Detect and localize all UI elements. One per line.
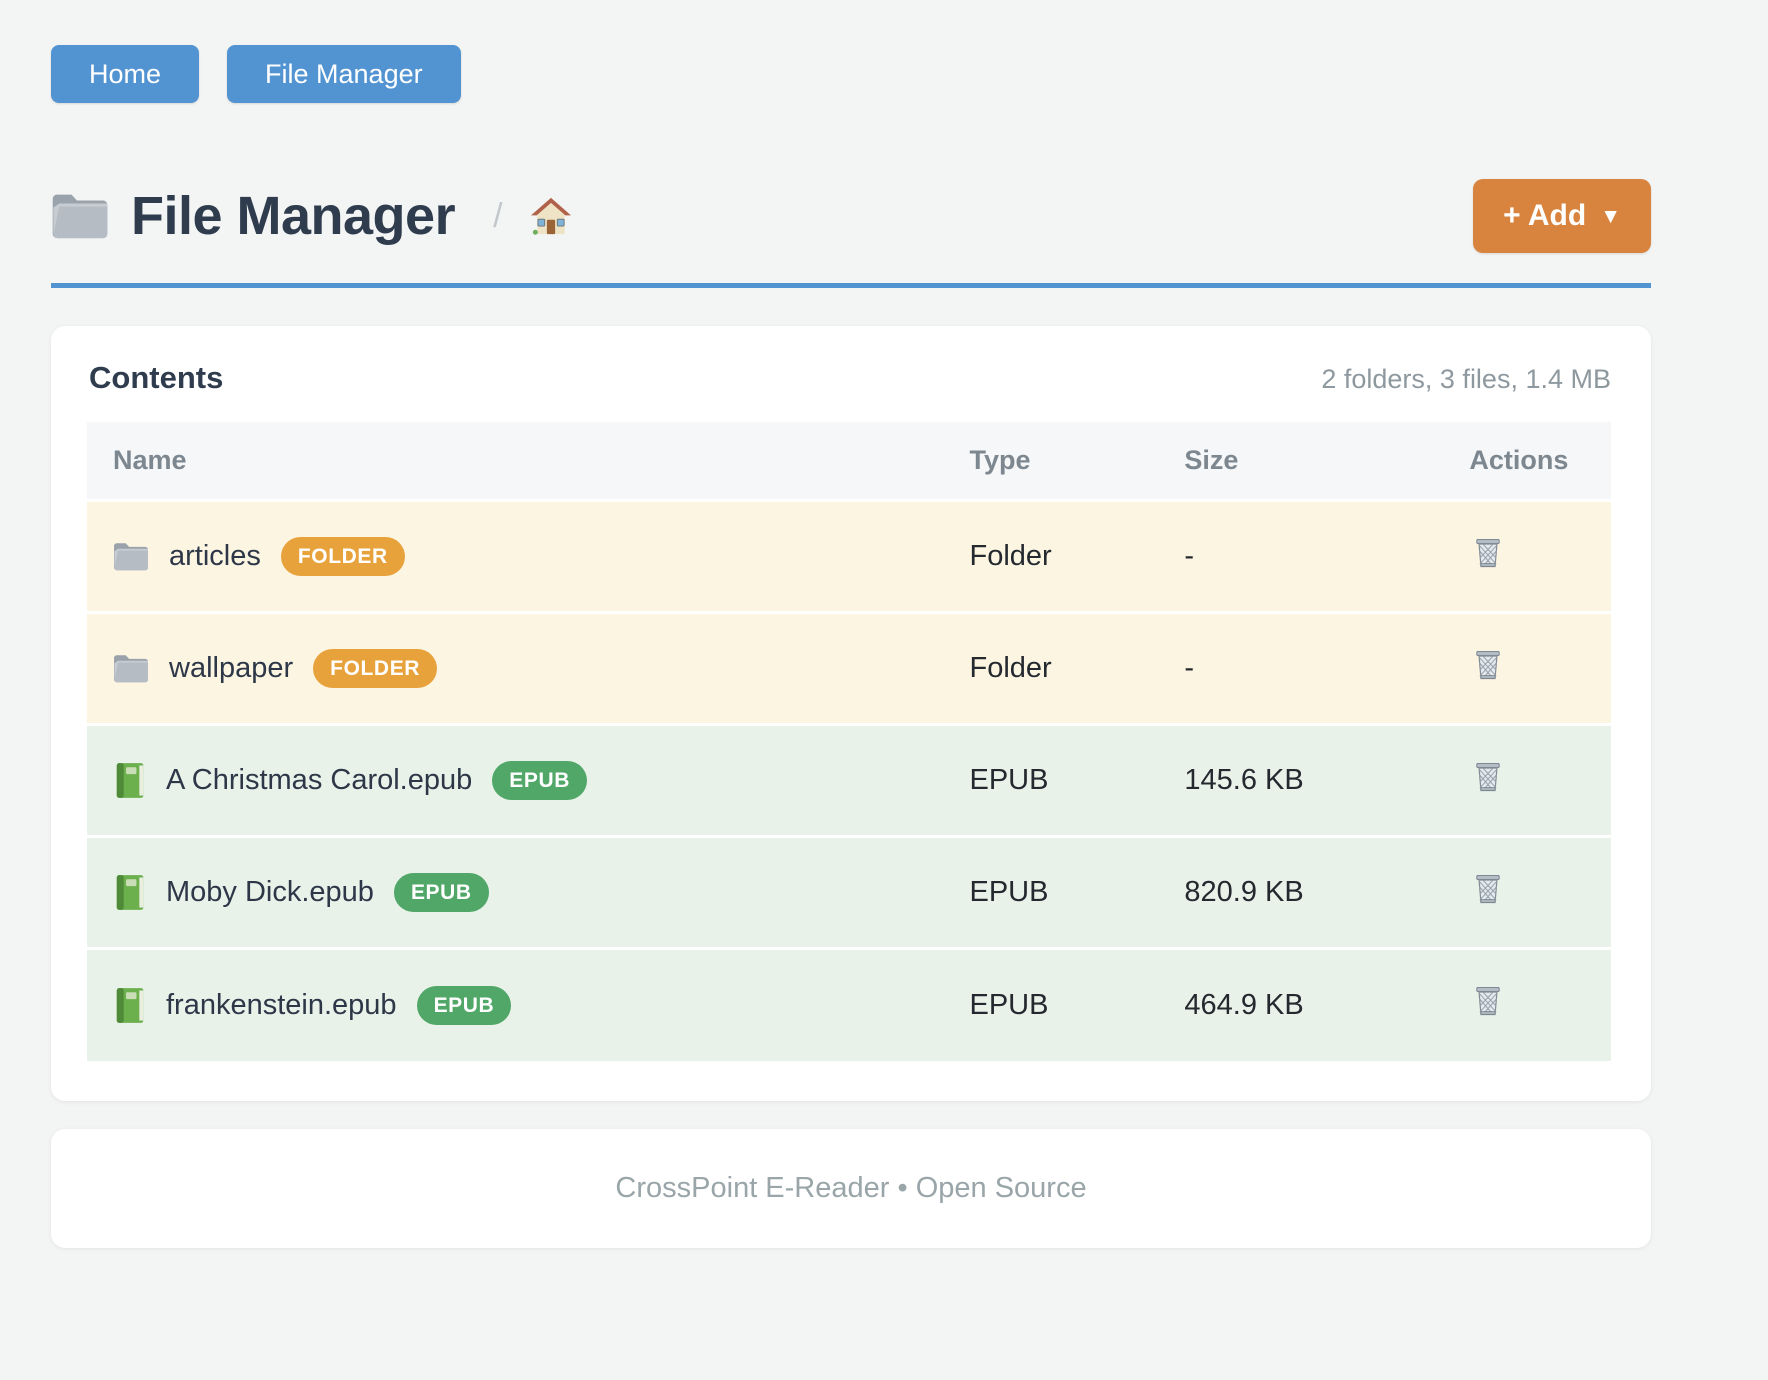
file-name-link[interactable]: wallpaper	[169, 652, 294, 684]
file-name-link[interactable]: A Christmas Carol.epub	[166, 764, 473, 796]
page-header: File Manager / + Add ▼	[51, 179, 1651, 253]
trash-icon	[1469, 533, 1507, 573]
type-badge: EPUB	[492, 761, 587, 800]
type-badge: FOLDER	[280, 537, 405, 576]
table-row: frankenstein.epub EPUB EPUB 464.9 KB	[87, 947, 1611, 1061]
type-badge: EPUB	[416, 985, 512, 1025]
delete-button[interactable]	[1469, 533, 1507, 573]
column-header-size: Size	[1158, 422, 1444, 501]
size-cell: 820.9 KB	[1158, 835, 1444, 949]
page-container: Home File Manager File Manager /	[51, 45, 1651, 1248]
book-icon	[113, 874, 146, 911]
table-row: A Christmas Carol.epub EPUB EPUB 145.6 K…	[87, 723, 1611, 837]
size-cell: -	[1158, 499, 1444, 613]
folder-icon	[51, 191, 109, 241]
delete-button[interactable]	[1469, 869, 1507, 909]
contents-title: Contents	[89, 360, 224, 395]
type-badge: EPUB	[393, 873, 489, 912]
book-icon	[113, 762, 146, 799]
home-icon[interactable]	[530, 197, 571, 235]
delete-button[interactable]	[1469, 981, 1507, 1021]
folder-icon	[113, 653, 149, 684]
table-row: articles FOLDER Folder -	[87, 499, 1611, 613]
type-cell: Folder	[943, 611, 1159, 725]
page-title-text: File Manager	[131, 186, 456, 246]
column-header-actions: Actions	[1443, 422, 1611, 501]
header-divider	[51, 283, 1651, 288]
column-header-type: Type	[943, 422, 1159, 501]
table-row: Moby Dick.epub EPUB EPUB 820.9 KB	[87, 835, 1611, 949]
footer-card: CrossPoint E-Reader • Open Source	[51, 1128, 1651, 1248]
type-cell: Folder	[943, 499, 1159, 613]
page-title: File Manager /	[51, 185, 571, 247]
type-cell: EPUB	[943, 723, 1159, 837]
trash-icon	[1469, 869, 1507, 909]
trash-icon	[1469, 981, 1507, 1021]
add-button-label: + Add	[1503, 199, 1587, 232]
top-nav: Home File Manager	[51, 45, 1651, 103]
table-row: wallpaper FOLDER Folder -	[87, 611, 1611, 725]
size-cell: 464.9 KB	[1158, 947, 1444, 1061]
nav-file-manager-button[interactable]: File Manager	[227, 45, 461, 103]
file-name-link[interactable]: frankenstein.epub	[166, 988, 397, 1021]
nav-home-button[interactable]: Home	[51, 45, 200, 103]
size-cell: 145.6 KB	[1158, 723, 1444, 837]
chevron-down-icon: ▼	[1600, 205, 1621, 228]
footer-text: CrossPoint E-Reader • Open Source	[615, 1171, 1087, 1204]
delete-button[interactable]	[1469, 645, 1507, 685]
file-name-link[interactable]: Moby Dick.epub	[166, 876, 374, 908]
column-header-name: Name	[87, 422, 944, 501]
file-name-link[interactable]: articles	[169, 540, 261, 572]
files-table: Name Type Size Actions articles	[87, 422, 1611, 1061]
folder-icon	[113, 541, 149, 572]
contents-card: Contents 2 folders, 3 files, 1.4 MB Name…	[51, 326, 1651, 1101]
book-icon	[113, 987, 146, 1024]
delete-button[interactable]	[1469, 757, 1507, 797]
type-badge: FOLDER	[313, 649, 438, 688]
trash-icon	[1469, 757, 1507, 797]
size-cell: -	[1158, 611, 1444, 725]
add-button[interactable]: + Add ▼	[1473, 179, 1651, 253]
type-cell: EPUB	[943, 947, 1159, 1061]
contents-summary: 2 folders, 3 files, 1.4 MB	[1321, 364, 1611, 394]
type-cell: EPUB	[943, 835, 1159, 949]
contents-card-header: Contents 2 folders, 3 files, 1.4 MB	[87, 360, 1611, 396]
table-body: articles FOLDER Folder -	[87, 499, 1611, 1061]
table-header-row: Name Type Size Actions	[87, 422, 1611, 501]
trash-icon	[1469, 645, 1507, 685]
breadcrumb-separator: /	[493, 196, 503, 235]
